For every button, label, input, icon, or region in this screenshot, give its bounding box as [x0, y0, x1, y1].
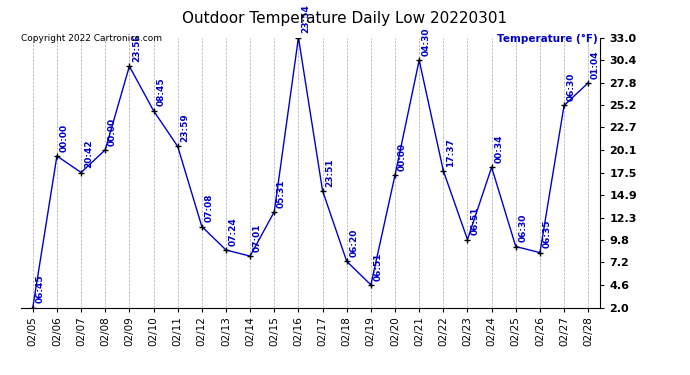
Text: Outdoor Temperature Daily Low 20220301: Outdoor Temperature Daily Low 20220301	[182, 11, 508, 26]
Text: 20:42: 20:42	[84, 140, 93, 168]
Text: 04:30: 04:30	[422, 27, 431, 56]
Text: 23:59: 23:59	[181, 114, 190, 142]
Text: 07:08: 07:08	[205, 194, 214, 222]
Text: 00:34: 00:34	[495, 135, 504, 163]
Text: 06:30: 06:30	[519, 214, 528, 242]
Text: 23:51: 23:51	[326, 158, 335, 187]
Text: Copyright 2022 Cartronics.com: Copyright 2022 Cartronics.com	[21, 34, 161, 43]
Text: 06:51: 06:51	[374, 252, 383, 281]
Text: 06:35: 06:35	[543, 220, 552, 249]
Text: 07:24: 07:24	[229, 217, 238, 246]
Text: 06:51: 06:51	[471, 207, 480, 236]
Text: 01:04: 01:04	[591, 50, 600, 79]
Text: 06:30: 06:30	[567, 73, 576, 101]
Text: 23:54: 23:54	[302, 4, 310, 33]
Text: 17:37: 17:37	[446, 138, 455, 166]
Text: 00:00: 00:00	[60, 124, 69, 152]
Text: 08:45: 08:45	[157, 78, 166, 106]
Text: 07:01: 07:01	[253, 224, 262, 252]
Text: Temperature (°F): Temperature (°F)	[497, 34, 598, 44]
Text: 00:00: 00:00	[398, 143, 407, 171]
Text: 23:56: 23:56	[132, 33, 141, 62]
Text: 05:31: 05:31	[277, 179, 286, 207]
Text: 06:20: 06:20	[350, 229, 359, 257]
Text: 00:00: 00:00	[108, 118, 117, 146]
Text: 06:45: 06:45	[36, 275, 45, 303]
